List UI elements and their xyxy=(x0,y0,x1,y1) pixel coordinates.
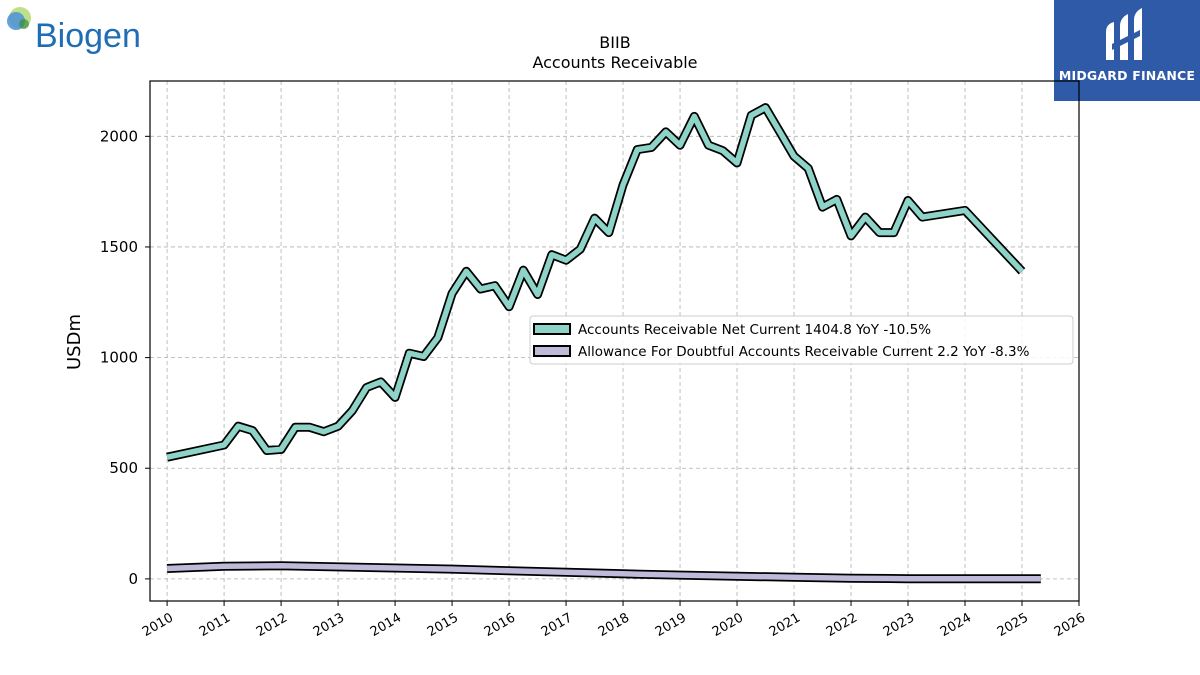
legend-swatch-2 xyxy=(533,345,571,357)
midgard-mark-icon xyxy=(1106,8,1142,60)
x-tick-label: 2014 xyxy=(368,610,404,640)
legend: Accounts Receivable Net Current 1404.8 Y… xyxy=(529,315,1074,365)
y-tick-label: 2000 xyxy=(100,127,138,145)
midgard-finance-logo: MIDGARD FINANCE xyxy=(1054,0,1200,101)
legend-box xyxy=(529,315,1074,365)
x-tick-label: 2025 xyxy=(995,610,1031,640)
x-tick-label: 2018 xyxy=(596,610,632,640)
x-tick-label: 2026 xyxy=(1052,610,1088,640)
midgard-logo-text: MIDGARD FINANCE xyxy=(1058,68,1196,83)
x-tick-label: 2013 xyxy=(311,610,347,640)
x-tick-label: 2023 xyxy=(881,610,917,640)
x-tick-label: 2017 xyxy=(539,610,575,640)
y-tick-label: 500 xyxy=(109,459,138,477)
x-tick-label: 2022 xyxy=(824,610,860,640)
legend-swatch-1 xyxy=(533,323,571,335)
series-layer xyxy=(166,103,1041,584)
chart-title: BIIB xyxy=(599,33,630,52)
chart-subtitle: Accounts Receivable xyxy=(532,53,697,72)
x-tick-label: 2016 xyxy=(482,610,518,640)
x-tick-label: 2020 xyxy=(710,610,746,640)
x-tick-label: 2024 xyxy=(938,610,974,640)
x-tick-label: 2010 xyxy=(140,610,176,640)
series-line-2 xyxy=(166,563,1041,582)
x-tick-label: 2015 xyxy=(425,610,461,640)
x-tick-label: 2012 xyxy=(254,610,290,640)
biogen-logo: Biogen xyxy=(4,4,154,55)
y-tick-label: 1500 xyxy=(100,238,138,256)
legend-label-1: Accounts Receivable Net Current 1404.8 Y… xyxy=(578,322,931,338)
x-tick-label: 2021 xyxy=(767,610,803,640)
biogen-logo-text: Biogen xyxy=(35,17,141,54)
plot-area-frame xyxy=(149,80,1080,602)
legend-label-2: Allowance For Doubtful Accounts Receivab… xyxy=(578,344,1030,360)
y-axis-label: USDm xyxy=(64,314,85,370)
y-tick-label: 0 xyxy=(128,570,138,588)
biogen-logo-graphic: Biogen xyxy=(7,7,141,55)
y-tick-label: 1000 xyxy=(100,349,138,367)
x-tick-label: 2011 xyxy=(197,610,233,640)
series-outline-1 xyxy=(166,103,1026,462)
x-tick-label: 2019 xyxy=(653,610,689,640)
series-line-1 xyxy=(166,104,1025,460)
